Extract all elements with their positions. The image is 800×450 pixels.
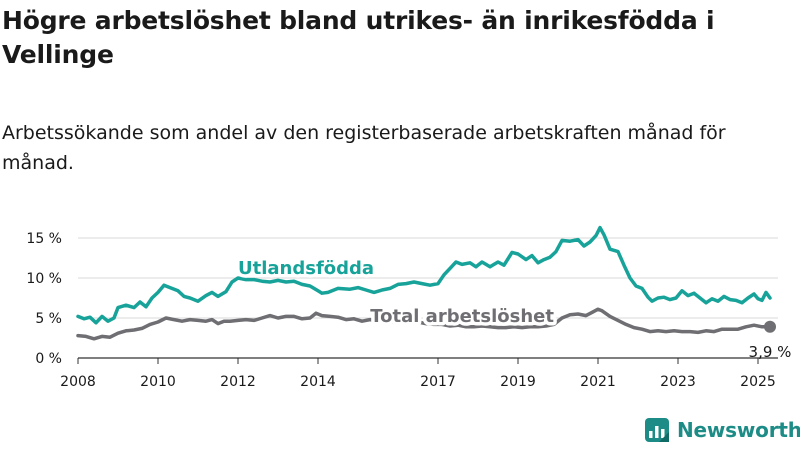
bar-chart-logo-icon [645,418,669,442]
x-tick-label: 2019 [500,374,536,390]
x-tick-label: 2014 [300,374,336,390]
series-line-utlandsfodda [76,225,772,325]
chart-subtitle: Arbetssökande som andel av den registerb… [2,122,726,174]
y-tick-label: 10 % [26,271,62,287]
end-value-label: 3,9 % [749,343,792,361]
end-point-marker [764,320,776,333]
series-label-halo: Utlandsfödda [238,258,374,279]
y-tick-label: 15 % [26,231,62,247]
newsworthy-logo: Newsworthy [645,418,800,442]
x-tick-label: 2021 [580,374,616,390]
y-tick-label: 5 % [35,311,62,327]
chart-title: Högre arbetslöshet bland utrikes- än inr… [2,6,715,69]
series-label-total: Total arbetslöshet [370,306,554,327]
x-tick-label: 2010 [140,374,176,390]
y-axis-ticks: 0 % 5 % 10 % 15 % [26,231,62,367]
y-tick-label: 0 % [35,351,62,367]
x-tick-label: 2017 [420,374,456,390]
grid-lines [78,237,778,359]
series-label-halo: Total arbetslöshet [370,306,554,327]
x-tick-label: 2025 [740,374,776,390]
series-lines [76,225,772,341]
brand-name: Newsworthy [677,418,800,442]
x-axis-ticks: 2008 2010 2012 2014 2017 2019 2021 2023 2025 [60,358,776,390]
series-label-utlandsfodda: Utlandsfödda [238,258,374,279]
x-tick-label: 2012 [220,374,256,390]
series-line-total [76,307,772,341]
x-tick-label: 2023 [660,374,696,390]
x-tick-label: 2008 [60,374,96,390]
